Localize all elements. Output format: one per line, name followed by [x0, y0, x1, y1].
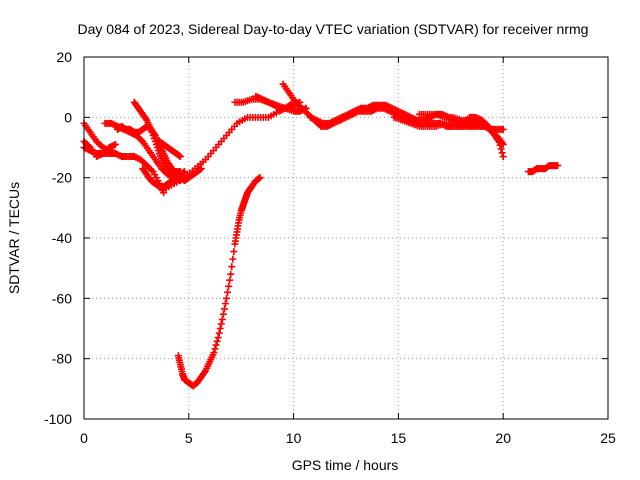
data-point: [211, 345, 219, 353]
grid-lines: [84, 57, 608, 419]
series-track-p: [390, 113, 505, 148]
data-point: [111, 150, 119, 158]
data-point: [499, 153, 507, 161]
series-track-i: [160, 98, 298, 194]
series-track-j: [174, 174, 264, 390]
series-track-l: [252, 92, 304, 112]
data-point: [214, 334, 222, 342]
x-tick-label: 25: [600, 430, 616, 446]
y-tick-label: -60: [52, 290, 72, 306]
series-track-g: [130, 98, 184, 176]
axis-ticks: [83, 56, 609, 420]
data-point: [226, 276, 234, 284]
x-tick-labels: 0 5 10 15 20 25: [80, 430, 616, 446]
series-track-q: [524, 162, 562, 176]
y-axis-label: SDTVAR / TECUs: [6, 182, 22, 294]
data-point: [497, 140, 505, 148]
data-point: [230, 248, 238, 256]
data-marks: [80, 80, 562, 390]
data-point: [224, 288, 232, 296]
y-tick-labels: -100 -80 -60 -40 -20 0 20: [44, 49, 72, 427]
data-point: [216, 325, 224, 332]
y-tick-label: -40: [52, 230, 72, 246]
plot-frame: [83, 56, 609, 420]
series-track-h: [139, 165, 189, 191]
data-point: [227, 270, 235, 278]
x-tick-label: 15: [391, 430, 407, 446]
data-point: [201, 368, 209, 376]
y-tick-label: 0: [64, 109, 72, 125]
data-point: [554, 162, 562, 170]
x-tick-label: 10: [286, 430, 302, 446]
series-track-c: [80, 137, 119, 161]
x-tick-label: 20: [495, 430, 511, 446]
data-point: [229, 255, 237, 263]
data-point: [256, 174, 264, 182]
data-point: [213, 337, 221, 345]
data-point: [210, 349, 218, 357]
data-point: [223, 294, 231, 302]
data-point: [220, 305, 228, 313]
data-point: [219, 310, 227, 318]
data-point: [498, 149, 506, 157]
data-point: [225, 282, 233, 290]
data-point: [221, 300, 229, 308]
data-point: [228, 263, 236, 271]
data-point: [217, 320, 225, 328]
x-tick-label: 0: [80, 430, 88, 446]
data-point: [499, 125, 507, 133]
x-tick-label: 5: [185, 430, 193, 446]
y-tick-label: -100: [44, 411, 72, 427]
data-point: [218, 315, 226, 323]
data-point: [111, 140, 119, 148]
y-tick-label: -80: [52, 351, 72, 367]
series-track-f: [155, 137, 184, 161]
data-point: [181, 168, 189, 176]
data-point: [212, 341, 220, 349]
x-axis-label: GPS time / hours: [292, 457, 399, 473]
data-point: [197, 165, 205, 173]
data-point: [215, 329, 223, 337]
chart-title: Day 084 of 2023, Sidereal Day-to-day VTE…: [78, 21, 589, 37]
data-point: [176, 153, 184, 161]
y-tick-label: -20: [52, 170, 72, 186]
data-point: [142, 115, 150, 123]
y-tick-label: 20: [56, 49, 72, 65]
